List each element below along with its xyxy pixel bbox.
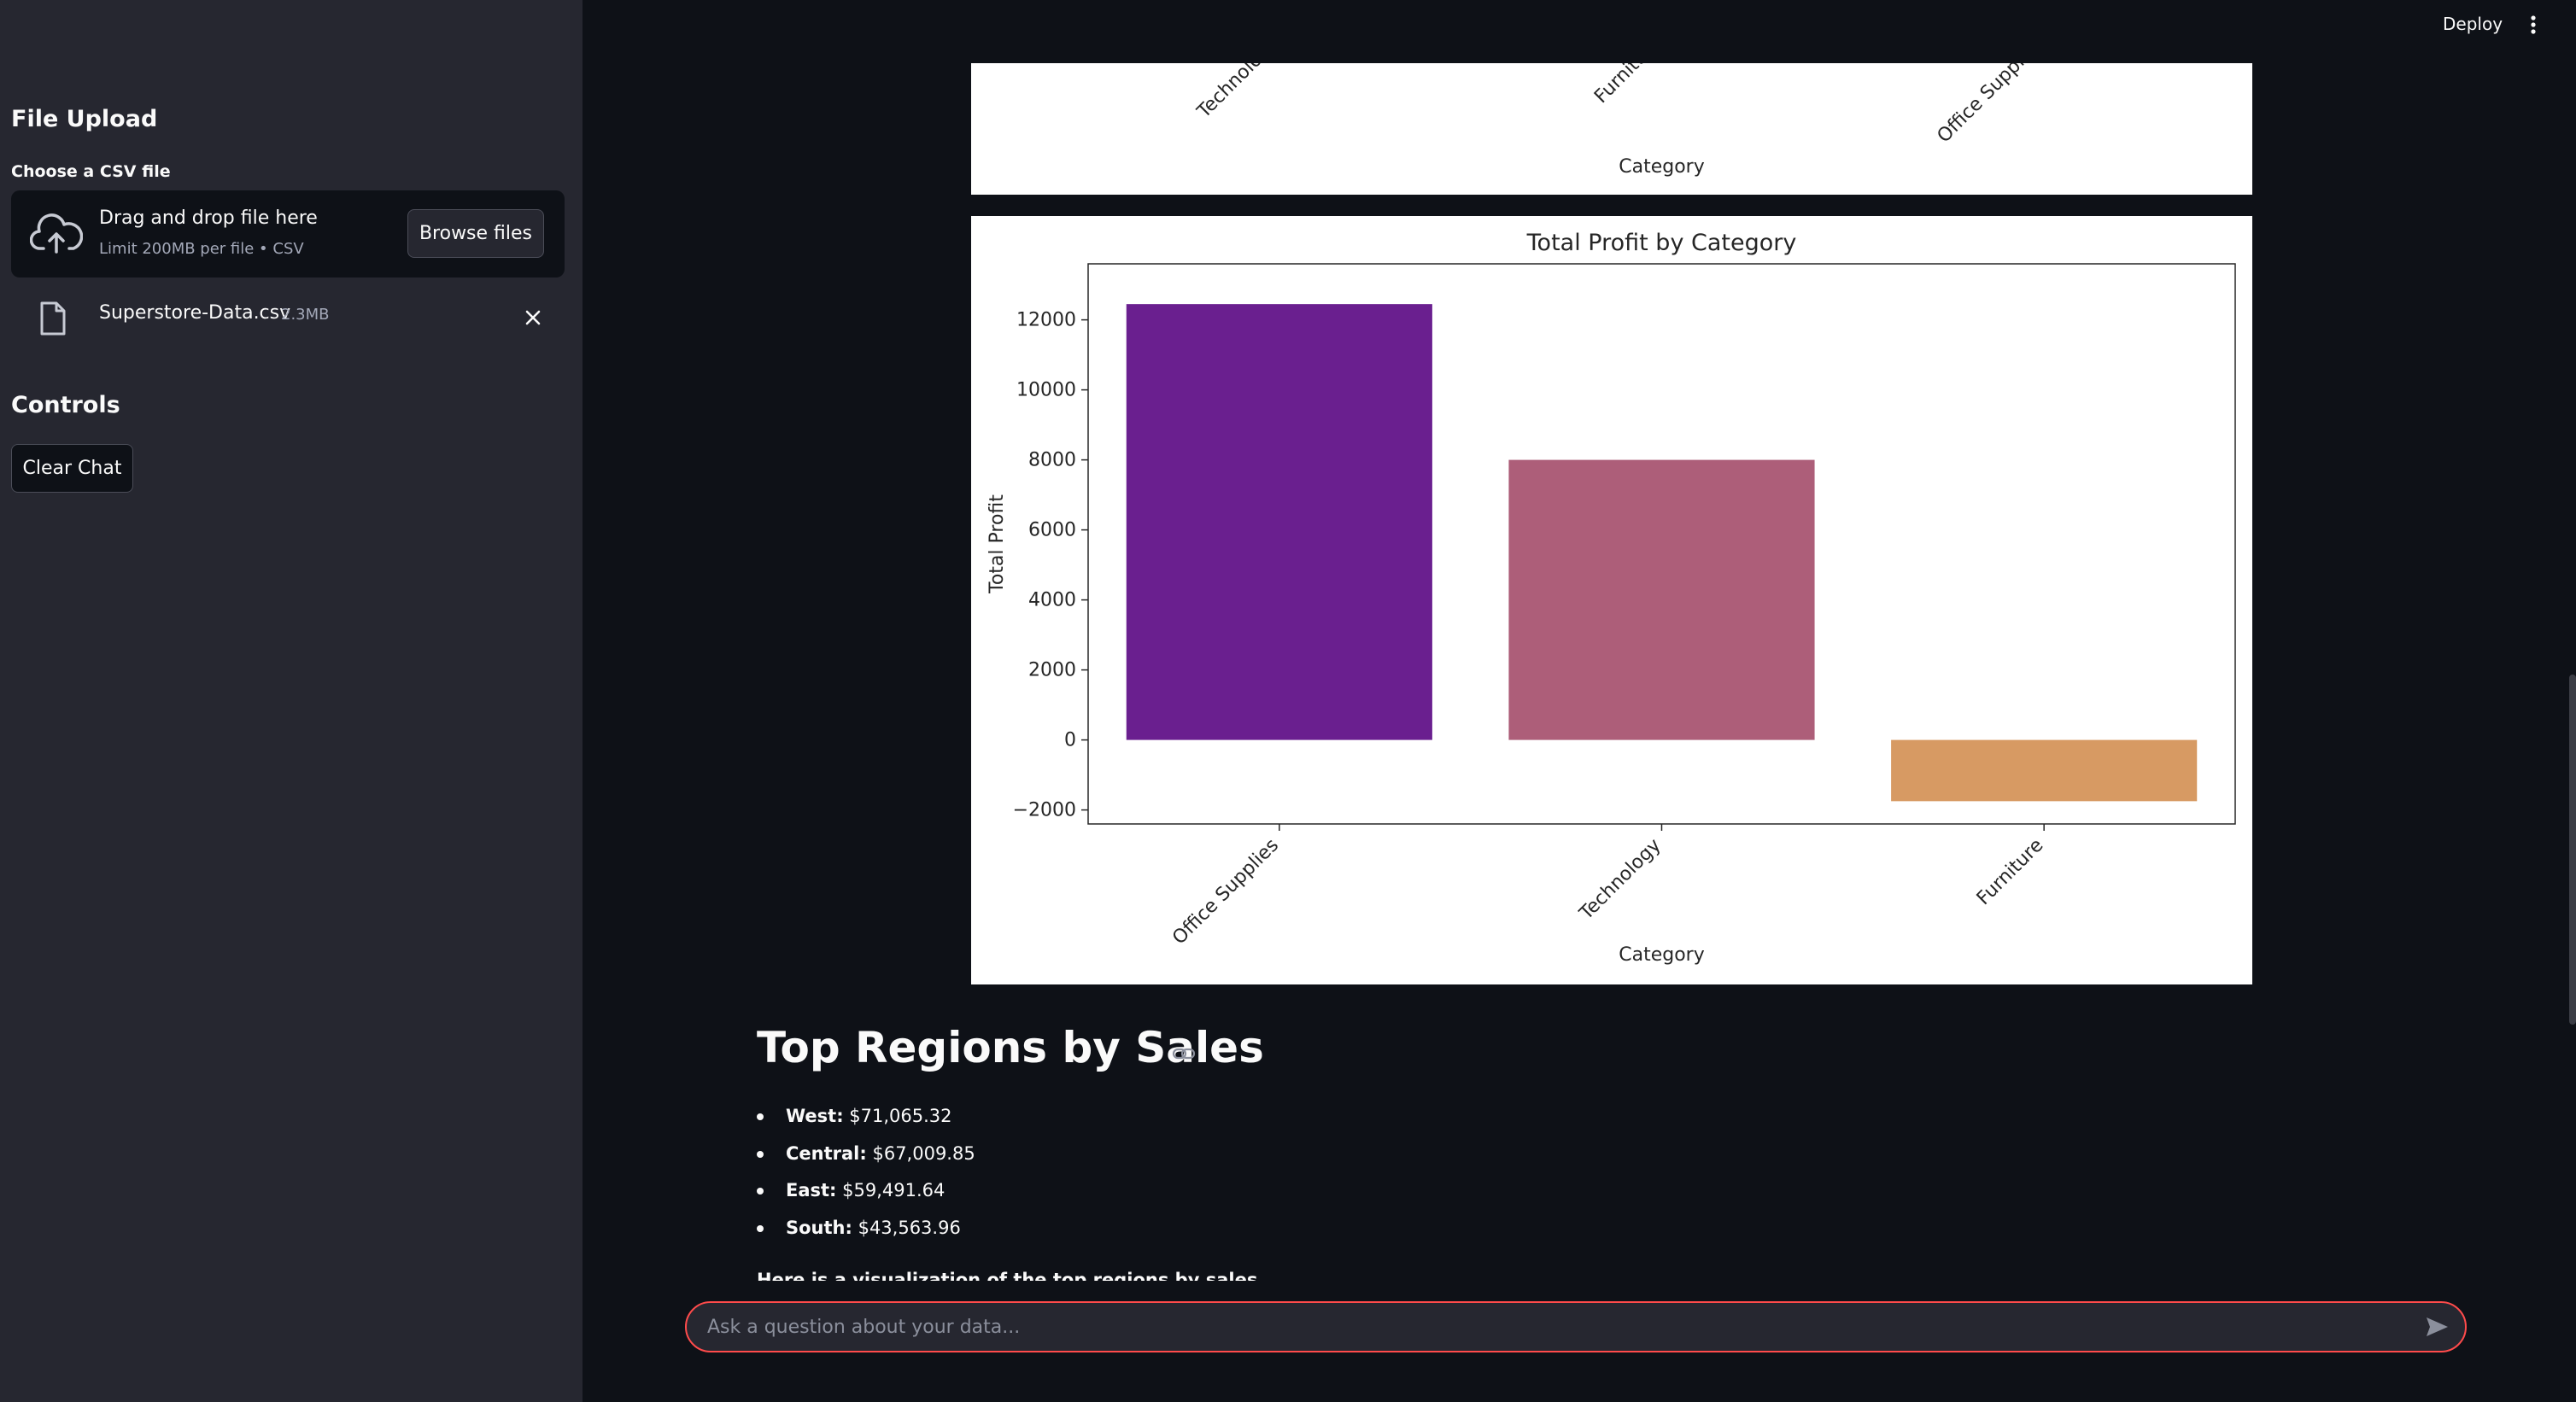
bar <box>1508 459 1815 740</box>
close-icon[interactable] <box>520 305 546 330</box>
region-value: $71,065.32 <box>849 1106 952 1126</box>
uploaded-file-size: 2.3MB <box>281 306 330 324</box>
x-tick-label: Furniture <box>1973 835 2048 910</box>
browse-files-button[interactable]: Browse files <box>407 209 544 258</box>
y-tick-label: 12000 <box>1016 310 1076 331</box>
sidebar: File Upload Choose a CSV file Drag and d… <box>0 0 583 1402</box>
bar <box>1126 304 1432 740</box>
file-uploader-label: Choose a CSV file <box>11 162 171 181</box>
category-chart-partial: Technology Furniture Office Supplies Catego… <box>971 63 2252 195</box>
cloud-upload-icon <box>30 213 83 254</box>
link-icon[interactable] <box>1172 1045 1196 1062</box>
x-axis-label: Category <box>1619 156 1705 178</box>
y-tick-label: 10000 <box>1016 380 1076 401</box>
trailing-paragraph: Here is a visualization of the top regio… <box>757 1270 1258 1282</box>
region-value: $59,491.64 <box>842 1180 946 1200</box>
dropzone-limit-text: Limit 200MB per file • CSV <box>99 240 304 258</box>
category-chart-partial-svg: Technology Furniture Office Supplies Catego… <box>1193 63 2048 178</box>
region-name: South: <box>786 1217 852 1238</box>
dropzone-title: Drag and drop file here <box>99 207 318 229</box>
x-tick-label: Office Supplies <box>1168 835 1283 949</box>
chat-input[interactable] <box>707 1311 2381 1342</box>
region-value: $67,009.85 <box>872 1142 975 1164</box>
region-name: East: <box>786 1180 837 1200</box>
clear-chat-button[interactable]: Clear Chat <box>11 444 133 493</box>
y-tick-label: 4000 <box>1028 590 1076 611</box>
chat-input-container[interactable] <box>685 1301 2467 1352</box>
x-tick-label: Furniture <box>1590 63 1666 108</box>
y-tick-label: 0 <box>1064 730 1076 751</box>
y-tick-label: 8000 <box>1028 450 1076 471</box>
file-dropzone[interactable]: Drag and drop file here Limit 200MB per … <box>11 190 565 277</box>
y-tick-label: 2000 <box>1028 660 1076 681</box>
more-vertical-icon[interactable] <box>2528 12 2538 38</box>
chart-title: Total Profit by Category <box>1526 230 1797 256</box>
uploaded-file-name: Superstore-Data.csv <box>99 302 291 324</box>
region-value: $43,563.96 <box>858 1217 961 1238</box>
section-title: Top Regions by Sales <box>757 1023 1264 1072</box>
region-list: West: $71,065.32 Central: $67,009.85 Eas… <box>757 1106 975 1254</box>
list-item: West: $71,065.32 <box>757 1106 975 1143</box>
x-axis-label: Category <box>1619 944 1705 966</box>
profit-by-category-chart: −2000 0 2000 4000 6000 8000 10000 12000 Office S… <box>971 216 2252 984</box>
deploy-button[interactable]: Deploy <box>2443 14 2503 34</box>
send-icon[interactable] <box>2424 1315 2450 1339</box>
region-name: West: <box>786 1106 844 1126</box>
x-tick-label: Office Supplies <box>1934 63 2048 147</box>
list-item: Central: $67,009.85 <box>757 1143 975 1181</box>
main-scrollbar[interactable] <box>2569 675 2576 1025</box>
uploaded-file-row: Superstore-Data.csv 2.3MB <box>11 295 565 342</box>
x-tick-label: Technology <box>1575 835 1666 926</box>
x-tick-label: Technology <box>1193 63 1284 123</box>
controls-heading: Controls <box>11 392 120 418</box>
profit-by-category-svg: −2000 0 2000 4000 6000 8000 10000 12000 Office S… <box>986 230 2236 966</box>
list-item: South: $43,563.96 <box>757 1218 975 1255</box>
file-icon <box>40 301 66 336</box>
y-tick-label: 6000 <box>1028 520 1076 541</box>
y-tick-label: −2000 <box>1013 800 1076 821</box>
y-axis-label: Total Profit <box>986 494 1008 594</box>
list-item: East: $59,491.64 <box>757 1180 975 1218</box>
bar <box>1891 739 2198 802</box>
file-upload-heading: File Upload <box>11 106 158 132</box>
region-name: Central: <box>786 1142 867 1164</box>
